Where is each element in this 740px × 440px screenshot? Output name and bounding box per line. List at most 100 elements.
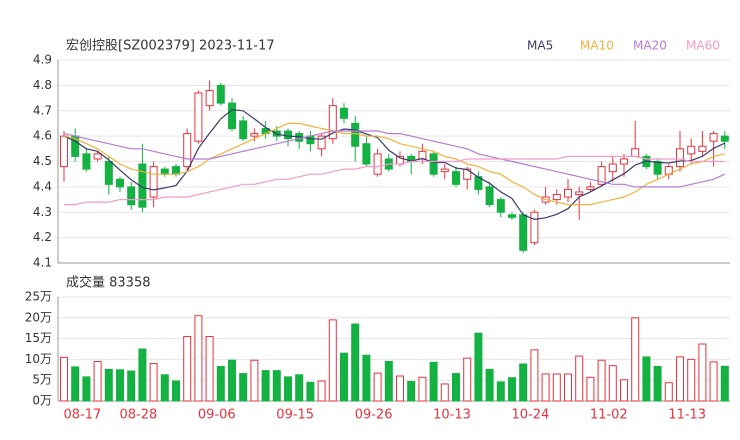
y-tick-label: 4.3 [33, 205, 52, 219]
volume-bar [317, 380, 326, 402]
legend-label: MA60 [686, 39, 720, 53]
candle-body [149, 166, 158, 198]
volume-bar [720, 365, 729, 402]
ma-line [63, 130, 726, 188]
volume-bar [160, 374, 169, 402]
candle-body [508, 214, 516, 218]
volume-bar [205, 336, 214, 402]
candle-body [687, 145, 696, 155]
y-tick-label: 5万 [32, 373, 52, 387]
candle-body [608, 163, 617, 173]
y-tick-label: 20万 [25, 310, 52, 324]
y-tick-label: 4.6 [33, 129, 52, 143]
chart-title: 宏创控股[SZ002379] 2023-11-17 [66, 39, 275, 54]
volume-bar [116, 369, 124, 402]
candle-body [429, 153, 438, 175]
volume-bar [552, 373, 561, 402]
candle-body [183, 133, 192, 168]
candle-body [530, 211, 539, 244]
volume-bar [183, 336, 192, 402]
volume-bar [452, 373, 460, 402]
candle-body [228, 102, 236, 130]
volume-bar [340, 352, 348, 402]
y-tick-label: 4.5 [33, 154, 52, 168]
volume-bar [418, 376, 427, 402]
candle-body [160, 168, 169, 175]
volume-bar [104, 368, 113, 402]
candle-body [60, 135, 68, 168]
volume-bar [396, 375, 404, 402]
x-tick-label: 09-26 [355, 408, 393, 423]
x-tick-label: 10-24 [512, 408, 550, 423]
candle-body [194, 92, 203, 142]
candle-body [104, 161, 113, 185]
y-tick-label: 0万 [32, 394, 52, 408]
x-tick-label: 08-28 [120, 408, 158, 423]
x-tick-label: 11-02 [590, 408, 628, 423]
volume-bar [71, 366, 80, 402]
volume-bar [373, 372, 382, 402]
volume-bar [328, 319, 337, 402]
candle-body [127, 186, 136, 206]
volume-bar [284, 376, 292, 402]
volume-bar [541, 373, 550, 402]
volume-bar [676, 356, 684, 402]
candle-body [720, 135, 729, 142]
candle-body [284, 130, 292, 140]
candle-body [496, 199, 505, 213]
volume-title: 成交量 83358 [66, 275, 151, 291]
volume-bar [519, 363, 528, 402]
candle-body [586, 186, 595, 190]
volume-bar [530, 349, 539, 402]
candle-body [597, 166, 606, 185]
volume-bar [172, 380, 180, 402]
candle-body [709, 133, 718, 142]
candle-body [351, 122, 360, 147]
candle-body [698, 145, 707, 152]
candle-body [653, 161, 662, 175]
x-tick-label: 09-15 [276, 408, 314, 423]
volume-bar [653, 365, 662, 402]
volume-bar [261, 370, 270, 402]
volume-bar [575, 355, 584, 402]
volume-bar [664, 382, 673, 402]
candle-body [250, 133, 259, 137]
candle-body [373, 153, 382, 175]
volume-bar [463, 357, 472, 402]
candle-body [631, 148, 640, 157]
volume-bar [351, 323, 360, 402]
volume-bar [440, 383, 449, 402]
volume-bar [306, 381, 315, 402]
volume-bar [60, 356, 68, 402]
candle-body [418, 150, 427, 160]
ma-line [64, 155, 725, 206]
legend-label: MA10 [580, 39, 614, 53]
y-tick-label: 4.9 [33, 53, 52, 67]
candle-body [440, 168, 449, 173]
y-tick-label: 4.1 [33, 256, 52, 270]
volume-bar [194, 315, 203, 402]
ma-line [63, 109, 726, 221]
candle-body [552, 193, 561, 201]
ma-line [63, 122, 725, 206]
x-tick-label: 08-17 [64, 408, 102, 423]
legend-label: MA20 [633, 39, 667, 53]
volume-bar [642, 356, 651, 402]
candle-body [676, 148, 684, 168]
volume-bar [687, 358, 696, 402]
candle-body [620, 158, 628, 165]
volume-bar [239, 373, 248, 402]
x-tick-label: 09-06 [198, 408, 236, 423]
candle-body [216, 84, 225, 104]
candle-body [317, 135, 326, 150]
volume-bar [138, 348, 147, 402]
candle-body [362, 143, 371, 165]
volume-bar [698, 343, 707, 402]
x-tick-label: 11-13 [668, 408, 706, 423]
volume-bar [384, 360, 393, 402]
volume-bar [496, 381, 505, 402]
candle-body [116, 178, 124, 188]
volume-bar [620, 379, 628, 402]
volume-bar [228, 359, 236, 402]
